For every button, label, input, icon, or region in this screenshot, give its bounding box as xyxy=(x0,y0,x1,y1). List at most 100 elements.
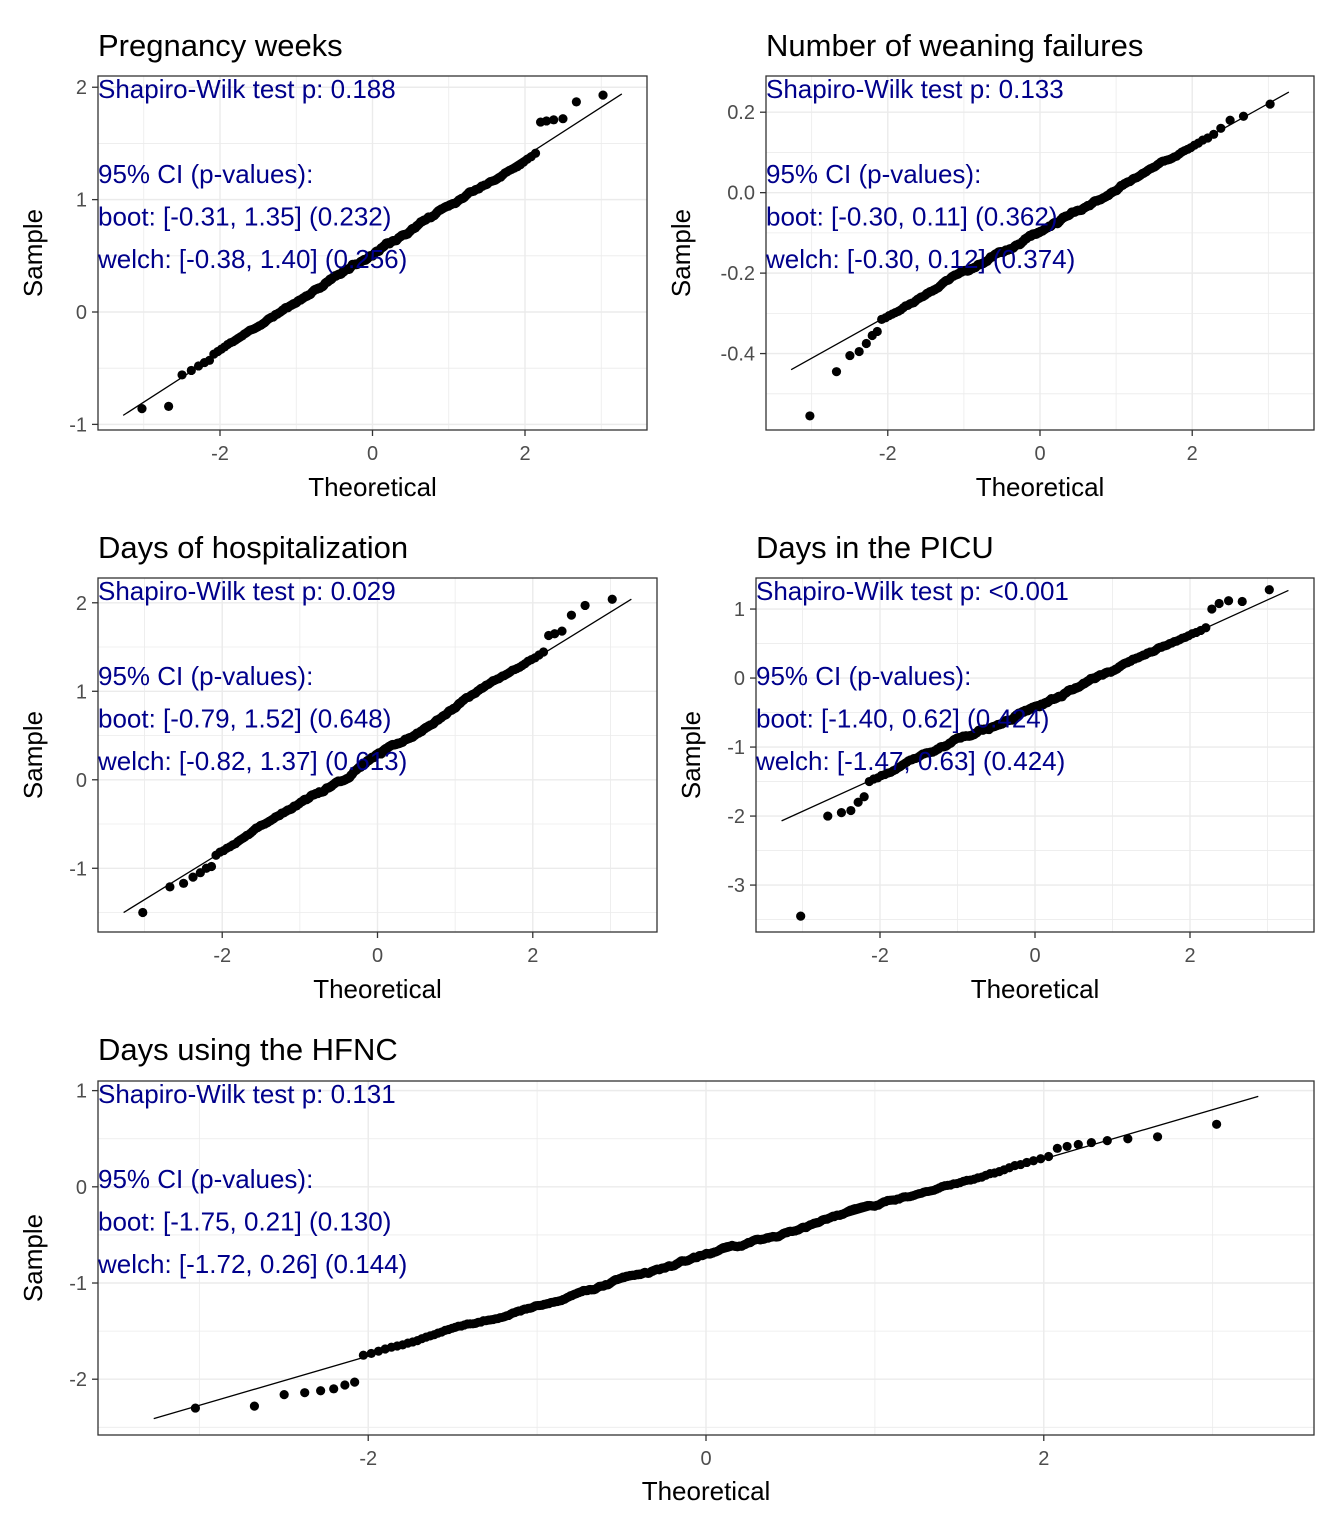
x-tick-label: 2 xyxy=(519,443,530,465)
qq-point xyxy=(557,626,567,636)
annotation-line: boot: [-1.40, 0.62] (0.424) xyxy=(756,704,1049,734)
y-axis-label: Sample xyxy=(18,1214,48,1302)
x-axis-label: Theoretical xyxy=(976,472,1105,502)
x-tick-label: -2 xyxy=(871,945,889,967)
qq-point xyxy=(1223,596,1234,606)
qq-point xyxy=(845,350,855,361)
qq-reference-line xyxy=(153,1095,1259,1420)
qq-point xyxy=(861,338,871,349)
y-tick-label: -1 xyxy=(727,737,745,759)
annotation-line: boot: [-1.75, 0.21] (0.130) xyxy=(98,1207,391,1237)
annotation-line: boot: [-0.79, 1.52] (0.648) xyxy=(98,704,391,734)
y-tick-label: -1 xyxy=(69,414,87,436)
annotation-line: 95% CI (p-values): xyxy=(98,1164,313,1194)
qq-reference-line xyxy=(122,93,623,416)
qq-panel-4: -2 0 2 -3 -2 -1 0 1 Shapiro-Wilk test p: <0.001 9… xyxy=(676,530,1315,1004)
x-axis-label: Theoretical xyxy=(642,1476,771,1506)
qq-point xyxy=(823,811,833,821)
qq-point xyxy=(177,370,187,380)
y-tick-label: -0.2 xyxy=(721,263,755,285)
qq-panel-3: -2 0 2 -1 0 1 2 Shapiro-Wilk test p: 0.029 95% C… xyxy=(18,530,658,1004)
y-tick-label: 0.2 xyxy=(727,102,755,124)
x-tick-label: 2 xyxy=(1038,1448,1049,1470)
qq-point xyxy=(1123,1134,1133,1144)
qq-point xyxy=(1062,1141,1072,1152)
qq-point xyxy=(836,808,847,818)
qq-panel-2: -2 0 2 -0.4 -0.2 0.0 0.2 Shapiro-Wilk test p: 0… xyxy=(666,28,1315,502)
qq-point xyxy=(1212,1119,1222,1129)
qq-point xyxy=(316,1386,326,1396)
qq-point xyxy=(853,797,863,807)
x-tick-label: 0 xyxy=(1029,945,1040,967)
qq-point xyxy=(607,594,617,604)
annotation-line: welch: [-1.72, 0.26] (0.144) xyxy=(97,1249,407,1279)
qq-point xyxy=(571,97,581,107)
x-tick-label: -2 xyxy=(879,443,897,465)
qq-point xyxy=(1152,1132,1163,1142)
y-tick-label: -1 xyxy=(69,1273,87,1295)
annotation-line: Shapiro-Wilk test p: <0.001 xyxy=(756,576,1069,606)
qq-reference-line xyxy=(123,598,632,914)
x-tick-label: 0 xyxy=(367,443,378,465)
y-axis-label: Sample xyxy=(666,209,696,297)
qq-point xyxy=(350,1377,360,1387)
y-axis-label: Sample xyxy=(18,711,48,799)
qq-point xyxy=(329,1384,339,1394)
annotation-line: 95% CI (p-values): xyxy=(98,661,313,691)
qq-point xyxy=(598,90,608,100)
qq-point xyxy=(872,326,882,337)
y-tick-label: -2 xyxy=(69,1369,87,1391)
qq-point xyxy=(1073,1139,1083,1150)
annotation-line: Shapiro-Wilk test p: 0.188 xyxy=(98,74,396,104)
qq-point xyxy=(249,1401,260,1411)
y-tick-label: 1 xyxy=(76,681,87,703)
qq-point xyxy=(796,911,806,921)
qq-point xyxy=(558,114,568,124)
x-tick-label: 2 xyxy=(527,945,538,967)
qq-point xyxy=(137,404,147,414)
annotation-line: 95% CI (p-values): xyxy=(98,159,313,189)
qq-point xyxy=(846,805,856,816)
y-tick-label: 1 xyxy=(734,599,745,621)
y-tick-label: 1 xyxy=(76,190,87,212)
y-tick-label: 0 xyxy=(76,1177,87,1199)
panel-title: Pregnancy weeks xyxy=(98,28,343,63)
qq-point xyxy=(566,610,577,620)
y-tick-label: -1 xyxy=(69,858,87,880)
qq-point xyxy=(1207,604,1217,614)
qq-reference-line xyxy=(781,589,1289,822)
qq-point xyxy=(805,411,815,421)
panel-title: Days using the HFNC xyxy=(98,1032,398,1067)
x-axis-label: Theoretical xyxy=(971,974,1100,1004)
qq-point xyxy=(164,401,174,411)
x-tick-label: 0 xyxy=(372,945,383,967)
qq-point xyxy=(859,792,869,802)
y-tick-label: 0 xyxy=(734,668,745,690)
annotation-line: welch: [-1.47, 0.63] (0.424) xyxy=(755,746,1065,776)
x-tick-label: -2 xyxy=(211,443,229,465)
qq-point xyxy=(831,367,842,377)
qq-point xyxy=(550,629,560,639)
qq-point xyxy=(549,115,559,125)
y-tick-label: 2 xyxy=(76,593,87,615)
y-tick-label: -2 xyxy=(727,806,745,828)
x-axis-label: Theoretical xyxy=(313,974,442,1004)
x-tick-label: 2 xyxy=(1184,945,1195,967)
annotation-line: boot: [-0.31, 1.35] (0.232) xyxy=(98,202,391,232)
y-tick-label: -0.4 xyxy=(721,344,755,366)
qq-point xyxy=(1214,598,1224,609)
qq-point xyxy=(1264,585,1274,595)
y-tick-label: 0 xyxy=(76,302,87,324)
qq-reference-line xyxy=(790,91,1290,371)
annotation-line: Shapiro-Wilk test p: 0.131 xyxy=(98,1079,396,1109)
qq-point xyxy=(580,600,590,611)
qq-point xyxy=(206,861,217,872)
x-tick-label: 0 xyxy=(1034,443,1045,465)
y-tick-label: 2 xyxy=(76,77,87,99)
qq-point xyxy=(1237,596,1247,607)
annotation-line: Shapiro-Wilk test p: 0.133 xyxy=(766,74,1064,104)
qq-point xyxy=(279,1389,289,1400)
annotation-line: Shapiro-Wilk test p: 0.029 xyxy=(98,576,396,606)
qq-panel-1: -2 0 2 -1 0 1 2 Shapiro-Wilk test p: 0.188 95% C… xyxy=(18,28,648,502)
